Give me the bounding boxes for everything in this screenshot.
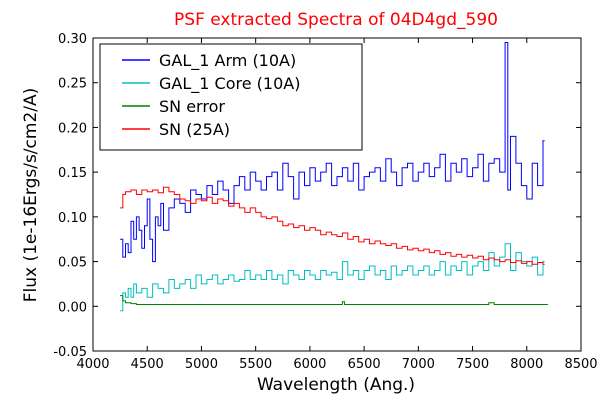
legend-label: SN error xyxy=(159,97,225,116)
legend: GAL_1 Arm (10A) GAL_1 Core (10A) SN error S… xyxy=(99,43,363,151)
x-axis-title: Wavelength (Ang.) xyxy=(257,375,415,395)
y-tick-label: 0.15 xyxy=(58,166,87,181)
y-tick-label: 0.30 xyxy=(58,32,87,47)
series-line-1 xyxy=(120,42,545,263)
x-tick-label: 8500 xyxy=(564,357,597,372)
x-tick-label: 6000 xyxy=(293,357,326,372)
legend-box xyxy=(99,43,363,151)
legend-label: GAL_1 Arm (10A) xyxy=(159,51,296,71)
y-axis-title: Flux (1e-16Ergs/s/cm2/A) xyxy=(21,88,41,303)
plot-frame xyxy=(92,37,582,352)
x-tick-label: 7000 xyxy=(402,357,435,372)
series-line-4 xyxy=(120,186,545,265)
series-layer xyxy=(120,42,548,312)
x-tick-label: 4500 xyxy=(131,357,164,372)
x-tick-label: 7500 xyxy=(456,357,489,372)
legend-label: SN (25A) xyxy=(159,120,230,139)
x-tick-label: 6500 xyxy=(348,357,381,372)
legend-label: GAL_1 Core (10A) xyxy=(159,74,300,94)
y-axis: -0.05 0.00 0.05 0.10 0.15 0.20 0.25 0.30 xyxy=(53,32,581,360)
x-tick-label: 8000 xyxy=(510,357,543,372)
series-line-3 xyxy=(120,295,548,305)
x-axis: 4000 4500 5000 5500 6000 6500 7000 7500 8000 8500 xyxy=(76,38,598,372)
chart-title: PSF extracted Spectra of 04D4gd_590 xyxy=(174,10,498,30)
y-tick-label: 0.25 xyxy=(58,77,87,92)
x-tick-label: 4000 xyxy=(76,357,109,372)
y-tick-label: 0.20 xyxy=(58,121,87,136)
y-tick-label: -0.05 xyxy=(53,345,87,360)
series-line-2 xyxy=(120,243,545,312)
y-tick-label: 0.05 xyxy=(58,256,87,271)
y-tick-label: 0.00 xyxy=(58,300,87,315)
y-tick-label: 0.10 xyxy=(58,211,87,226)
x-tick-label: 5500 xyxy=(239,357,272,372)
x-tick-label: 5000 xyxy=(185,357,218,372)
